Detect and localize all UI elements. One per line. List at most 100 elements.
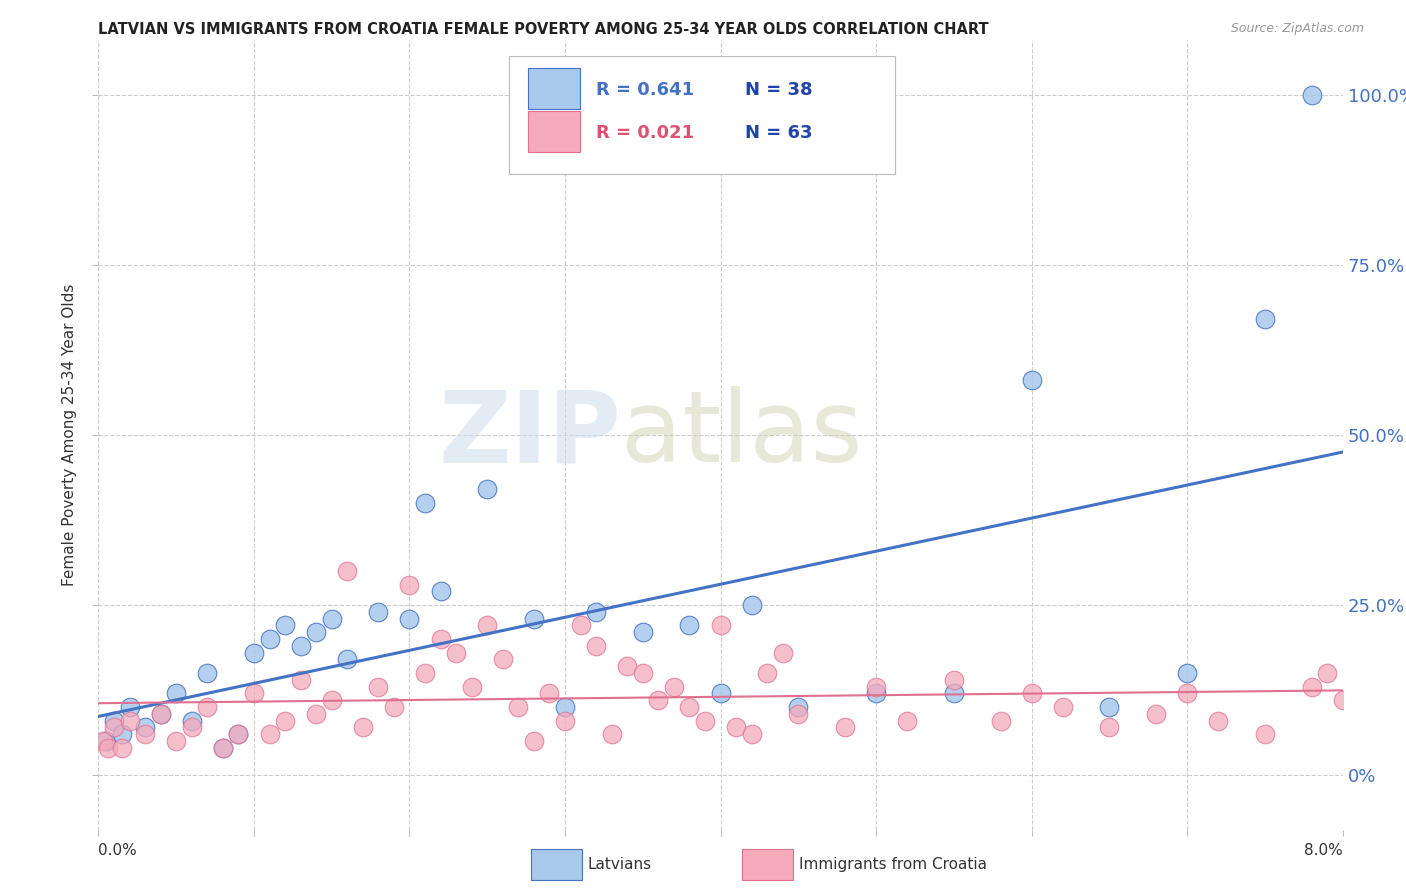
Point <box>259 727 281 741</box>
Point <box>554 714 576 728</box>
Point <box>91 734 114 748</box>
Point <box>508 700 530 714</box>
Point <box>1144 706 1167 721</box>
Text: LATVIAN VS IMMIGRANTS FROM CROATIA FEMALE POVERTY AMONG 25-34 YEAR OLDS CORRELAT: LATVIAN VS IMMIGRANTS FROM CROATIA FEMAL… <box>98 22 988 37</box>
Point <box>693 714 716 728</box>
Point <box>1301 680 1323 694</box>
Point <box>741 598 763 612</box>
FancyBboxPatch shape <box>527 112 579 153</box>
Point <box>243 686 266 700</box>
Point <box>865 686 887 700</box>
Point <box>678 618 700 632</box>
Point <box>398 577 420 591</box>
Point <box>228 727 250 741</box>
Point <box>647 693 669 707</box>
Point <box>321 693 343 707</box>
Point <box>259 632 281 646</box>
Point <box>710 686 733 700</box>
Point <box>165 686 187 700</box>
Point <box>149 706 172 721</box>
Point <box>1098 700 1121 714</box>
Point <box>305 625 328 640</box>
Point <box>336 564 359 578</box>
Point <box>662 680 685 694</box>
Point <box>741 727 763 741</box>
Text: 8.0%: 8.0% <box>1303 843 1343 858</box>
Point <box>103 714 125 728</box>
Text: Immigrants from Croatia: Immigrants from Croatia <box>799 857 987 871</box>
Point <box>195 700 218 714</box>
Point <box>290 673 312 687</box>
Point <box>367 680 389 694</box>
Point <box>305 706 328 721</box>
Point <box>352 721 374 735</box>
Point <box>834 721 856 735</box>
Point <box>942 686 965 700</box>
Point <box>336 652 359 666</box>
Point <box>134 721 156 735</box>
Y-axis label: Female Poverty Among 25-34 Year Olds: Female Poverty Among 25-34 Year Olds <box>62 284 77 586</box>
Point <box>180 721 202 735</box>
Point <box>990 714 1012 728</box>
Text: R = 0.641: R = 0.641 <box>596 81 695 99</box>
Point <box>585 639 607 653</box>
Point <box>523 734 546 748</box>
Point <box>1316 666 1339 681</box>
Point <box>444 646 467 660</box>
Point <box>538 686 561 700</box>
Point <box>97 740 120 755</box>
Point <box>772 646 794 660</box>
Point <box>523 611 546 625</box>
Point <box>585 605 607 619</box>
Point <box>413 496 436 510</box>
Point <box>96 734 118 748</box>
Point <box>149 706 172 721</box>
Point <box>787 706 810 721</box>
Point <box>787 700 810 714</box>
FancyBboxPatch shape <box>509 56 894 174</box>
Point <box>413 666 436 681</box>
Point <box>942 673 965 687</box>
Point <box>554 700 576 714</box>
Point <box>398 611 420 625</box>
Point <box>243 646 266 660</box>
Point <box>134 727 156 741</box>
Point <box>228 727 250 741</box>
Point <box>616 659 638 673</box>
Point <box>165 734 187 748</box>
Point <box>111 727 134 741</box>
Point <box>321 611 343 625</box>
Point <box>1254 312 1277 326</box>
Point <box>756 666 779 681</box>
Point <box>274 618 297 632</box>
Point <box>461 680 484 694</box>
Point <box>1301 87 1323 102</box>
Point <box>600 727 623 741</box>
Point <box>1021 686 1043 700</box>
Point <box>367 605 389 619</box>
Point <box>1021 373 1043 387</box>
Point <box>1331 693 1354 707</box>
Point <box>195 666 218 681</box>
Point <box>118 700 141 714</box>
Point <box>274 714 297 728</box>
Point <box>569 618 592 632</box>
Text: R = 0.021: R = 0.021 <box>596 124 695 143</box>
Point <box>1206 714 1229 728</box>
Point <box>1052 700 1074 714</box>
Point <box>1254 727 1277 741</box>
Text: Latvians: Latvians <box>588 857 652 871</box>
Point <box>1098 721 1121 735</box>
Point <box>180 714 202 728</box>
Point <box>211 740 233 755</box>
Point <box>118 714 141 728</box>
Point <box>710 618 733 632</box>
Point <box>1175 686 1198 700</box>
Text: Source: ZipAtlas.com: Source: ZipAtlas.com <box>1230 22 1364 36</box>
Text: N = 38: N = 38 <box>745 81 813 99</box>
FancyBboxPatch shape <box>527 68 579 109</box>
Text: ZIP: ZIP <box>439 386 621 483</box>
Point <box>111 740 134 755</box>
Point <box>429 632 451 646</box>
Point <box>725 721 748 735</box>
